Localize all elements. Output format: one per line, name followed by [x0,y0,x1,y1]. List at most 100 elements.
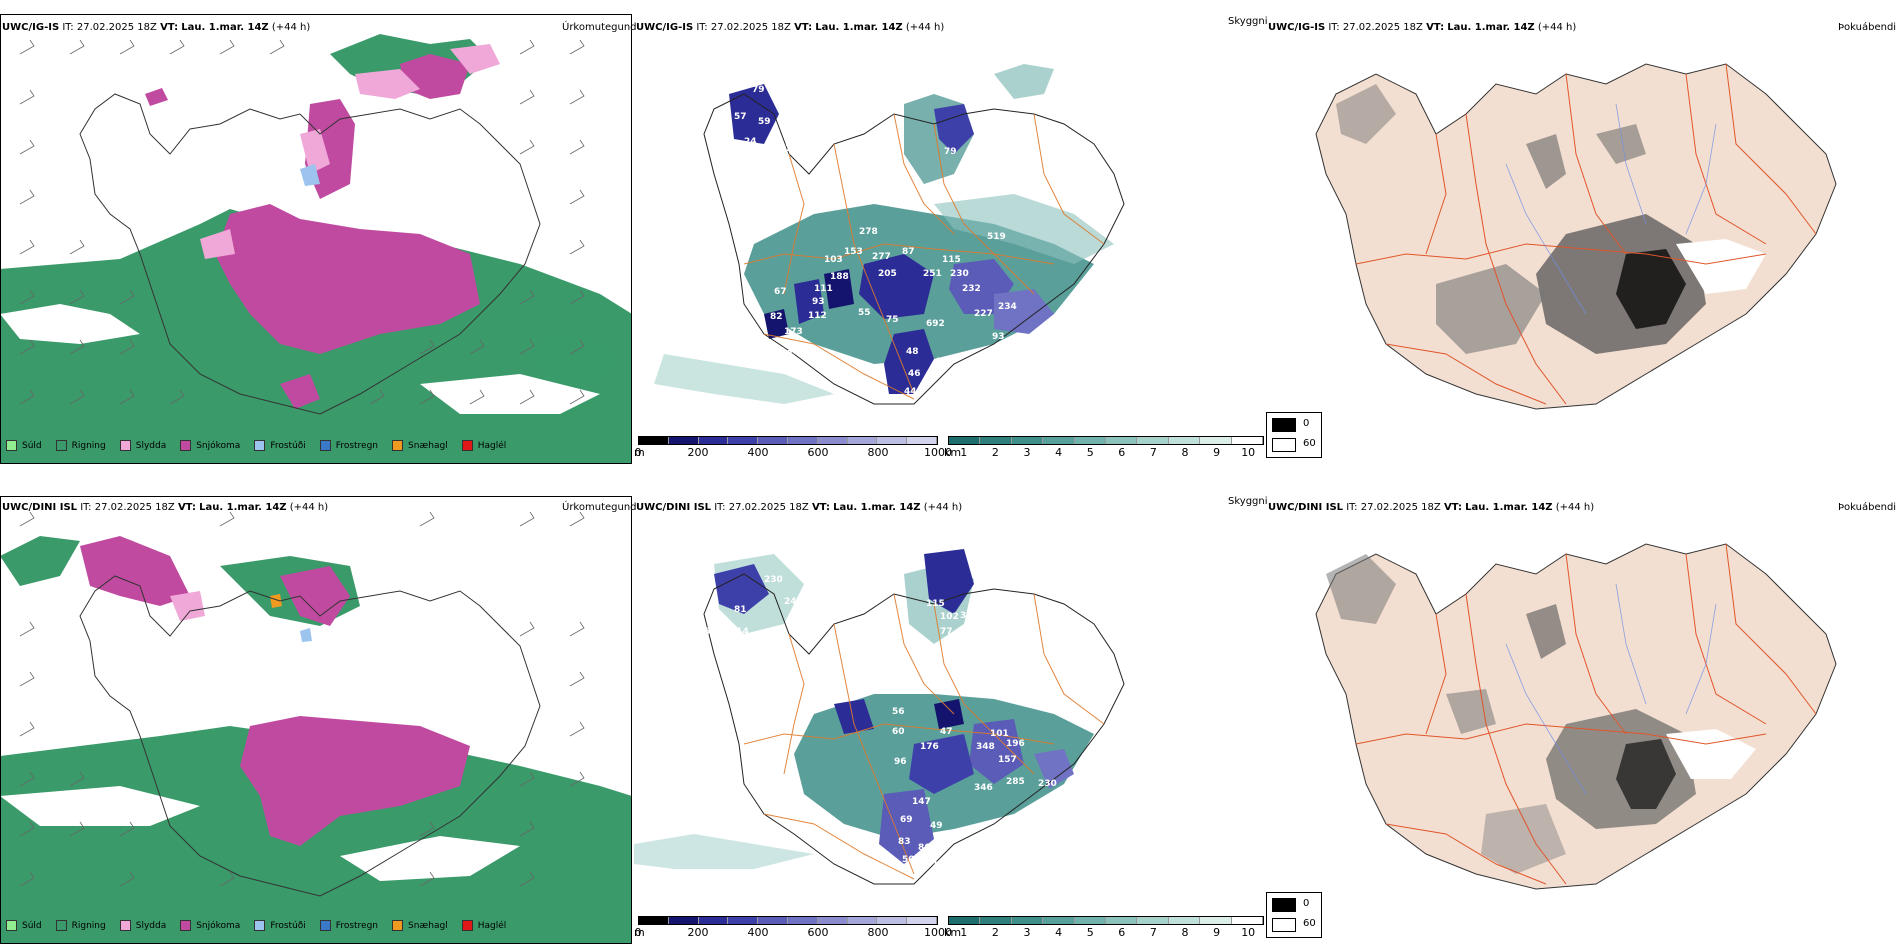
colorbar-segment [639,437,669,444]
legend-label: Slydda [135,440,167,451]
legend-item: Snjókoma [180,920,240,931]
cloudbase-label: 40 [928,389,941,399]
colorbar-segment [758,437,788,444]
colorbar-tick: 10 [1241,446,1256,459]
legend-item: Snæhagl [392,920,448,931]
panel-header: UWC/DINI ISL IT: 27.02.2025 18Z VT: Lau.… [636,502,962,514]
valid-time: Lau. 1.mar. 14Z [833,502,921,513]
colorbar-tick: 3 [1023,446,1031,459]
legend-label: Súld [22,920,42,931]
legend-label: Haglél [477,920,507,931]
legend-item: Frostregn [319,920,378,931]
legend-label: Snjókoma [196,440,241,451]
panel-title: Úrkomutegund [562,22,637,33]
cloudbase-label: 67 [779,144,792,154]
fog-index-legend: 0 60 [1266,892,1322,938]
cloudbase-label: 102 [940,612,959,622]
colorbar-tick: 600 [807,446,829,459]
cloudbase-label: 205 [878,269,897,279]
colorbar-tick: 0 [634,926,642,939]
colorbar-segment [1011,437,1044,444]
colorbar-segment [1137,917,1169,924]
panel-title: Þokuábendi [1838,502,1897,513]
colorbar-strip [948,436,1264,445]
colorbar-segment [847,437,878,444]
model-name: UWC/DINI ISL [636,502,712,513]
vt-prefix: VT: [160,22,179,33]
panel-title: Skyggni [1228,16,1268,27]
cloudbase-label: 153 [844,247,863,257]
legend-label: Rigning [71,920,106,931]
colorbar-tick: 6 [1118,926,1126,939]
precip-type-panel-top [0,14,632,464]
lead-time: (+44 h) [289,502,329,513]
cloudbase-label: 230 [950,269,969,279]
legend-swatch [461,440,473,451]
cloudbase-label: 93 [992,332,1005,342]
lead-time: (+44 h) [1537,22,1577,33]
fog-map-top [1315,63,1837,410]
legend-swatch [119,920,131,931]
cloudbase-label: 86 [918,843,931,853]
cloudbase-panel-bottom: 56 60 47 101 176 348 196 96 157 285 346 … [634,494,1264,914]
cloudbase-label: 49 [930,821,943,831]
cloudbase-label: 50 [902,855,915,865]
colorbar-segment [980,437,1012,444]
cloudbase-label: 83 [898,837,911,847]
cloudbase-label: 101 [990,729,1009,739]
fog-legend-swatch [1272,898,1296,912]
fog-map-bottom [1315,543,1837,890]
init-time: 27.02.2025 18Z [76,22,157,33]
cloudbase-label: 79 [944,147,957,157]
colorbar-tick: 4 [1055,926,1063,939]
colorbar-segment [698,437,729,444]
colorbar-tick: 10 [1241,926,1256,939]
cloudbase-label: 24 [744,137,757,147]
cloudbase-label: 80 [1014,334,1027,344]
it-prefix: IT: [1328,22,1340,33]
cloudbase-label: 278 [859,227,878,237]
legend-label: Snjókoma [196,920,241,931]
vt-prefix: VT: [1426,22,1445,33]
model-name: UWC/IG-IS [636,22,694,33]
colorbar-segment [1137,437,1169,444]
colorbar-tick: 200 [687,926,709,939]
legend-item: Súld [6,920,42,931]
cloudbase-label: 232 [962,284,981,294]
fog-legend-label: 0 [1303,418,1310,429]
colorbar-tick: 1 [960,446,968,459]
cloudbase-label: 346 [974,783,993,793]
precip-type-map-bottom [0,511,632,944]
colorbar-tick: 5 [1086,926,1094,939]
colorbar-tick: 600 [807,926,829,939]
colorbar-segment [907,437,937,444]
panel-title: Skyggni [1228,496,1268,507]
cloudbase-label: 79 [752,85,765,95]
valid-time: Lau. 1.mar. 14Z [1447,22,1535,33]
it-prefix: IT: [1346,502,1358,513]
colorbar-segment [907,917,937,924]
legend-swatch [392,440,404,451]
colorbar-segment [728,437,759,444]
legend-item: Slydda [119,920,166,931]
colorbar-tick: 1 [960,926,968,939]
it-prefix: IT: [62,22,74,33]
it-prefix: IT: [714,502,726,513]
visibility-colorbar: km 1 2 3 4 5 6 7 8 9 10 [944,916,1264,940]
model-name: UWC/IG-IS [2,22,60,33]
lead-time: (+44 h) [905,22,945,33]
cloudbase-label: 56 [892,707,905,717]
colorbar-segment [1200,917,1232,924]
colorbar-segment [698,917,729,924]
cloudbase-label: 147 [912,797,931,807]
cloudbase-label: 62 [704,627,717,637]
colorbar-tick: 7 [1149,926,1157,939]
fog-legend-label: 60 [1303,438,1316,449]
panel-title: Þokuábendi [1838,22,1897,33]
cloudbase-label: 230 [1038,779,1057,789]
colorbar-tick: 9 [1213,926,1221,939]
cloudbase-label: 44 [904,387,917,397]
colorbar-tick: 6 [1118,446,1126,459]
panel-header: UWC/IG-IS IT: 27.02.2025 18Z VT: Lau. 1.… [1268,22,1576,34]
legend-item: Snæhagl [392,440,448,451]
